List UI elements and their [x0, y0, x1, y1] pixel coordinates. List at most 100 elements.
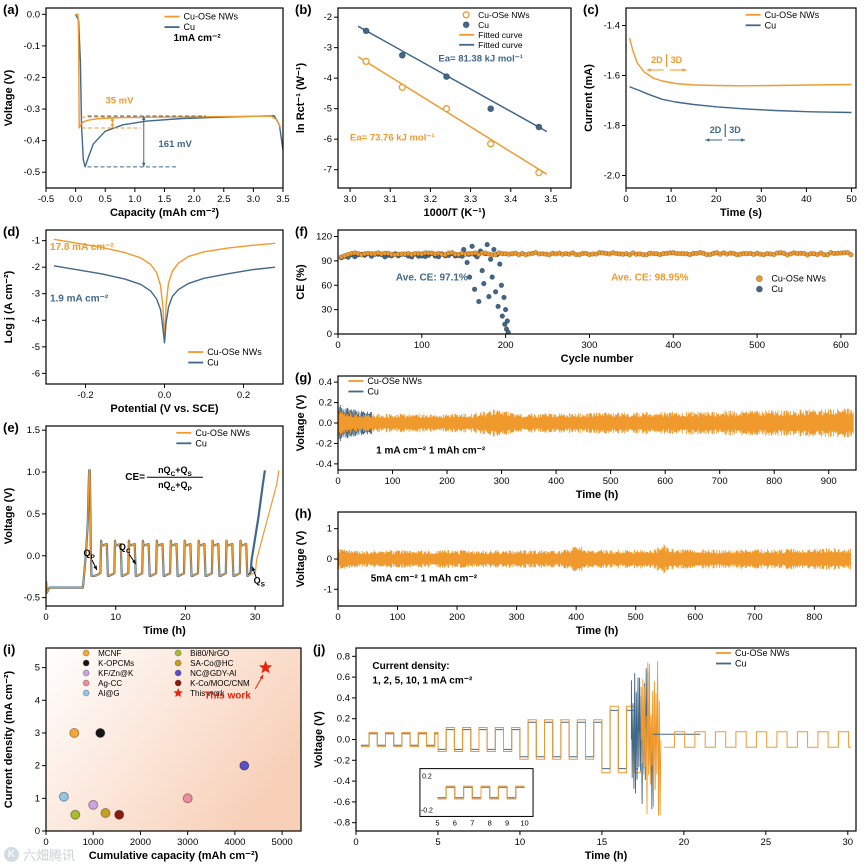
x-tick-label: 900 [821, 476, 837, 487]
panel-d-svg: -0.2 0.0 0.2 -1 -2 -3 -4 -5 -6 Potential (V vs. S… [3, 224, 284, 415]
tspan-shape: Q [119, 542, 126, 552]
series-group [628, 37, 852, 114]
panel-letter: (f) [295, 224, 308, 239]
panel-e: 0 10 20 30 -0.5 0.0 0.5 1.0 1.5 Time (h) Voltage (… [0, 418, 292, 640]
y-tick-label: 1.0 [27, 467, 40, 478]
data-point [489, 274, 495, 280]
y-tick-label: 0.0 [337, 735, 350, 746]
data-point [491, 246, 497, 253]
legend-label: Cu [765, 20, 777, 30]
comparison-point [69, 728, 80, 738]
data-point [486, 293, 492, 300]
annotations: 1 mA cm⁻² 1 mAh cm⁻² [376, 446, 486, 457]
y-tick-label: -1 [324, 584, 332, 595]
x-tick-label: 10 [666, 194, 677, 205]
y-tick-label: 4 [35, 695, 40, 706]
panel-a-svg: -0.5 0.0 0.5 1.0 1.5 2.0 2.5 3.0 3.5 0.0 -0.1 -0.2 -… [3, 2, 290, 219]
x-axis-label: Potential (V vs. SCE) [110, 403, 219, 415]
annotation-text: nQC+QS [158, 465, 192, 478]
x-tick-label: 200 [449, 612, 465, 623]
comparison-point [95, 728, 106, 738]
y-axis: -1.4 -1.6 -1.8 -2.0 [604, 21, 626, 182]
y-tick-label: -5 [324, 104, 332, 115]
inset-x-label: 7 [470, 818, 474, 827]
legend-label: Cu [184, 22, 196, 32]
y-axis: -2 -3 -4 -5 -6 -7 [324, 12, 338, 176]
series-group [74, 13, 283, 168]
comparison-point [114, 809, 125, 820]
ce-profile-orange [46, 469, 280, 594]
x-tick-label: 100 [414, 340, 430, 351]
x-axis: 0 5 10 15 20 25 30 [353, 831, 853, 848]
y-tick-label: -4 [324, 73, 332, 84]
arrow-head [110, 123, 115, 128]
data-point [844, 249, 851, 256]
data-point [481, 280, 487, 287]
y-tick-label: 90 [321, 256, 332, 267]
y-axis: -0.8 -0.6 -0.4 -0.2 0.0 0.2 0.4 0.6 0.8 [334, 651, 356, 829]
legend-label: Cu-OSe NWs [735, 648, 790, 658]
y-tick-label: -0.4 [316, 459, 332, 470]
arrow-head [141, 162, 146, 167]
data-point [535, 169, 543, 177]
y-tick-label: 0.5 [27, 509, 40, 520]
tspan-shape: Q [254, 575, 261, 585]
panel-a: -0.5 0.0 0.5 1.0 1.5 2.0 2.5 3.0 3.5 0.0 -0.1 -0.2 -… [0, 0, 292, 222]
arrow-head [741, 138, 746, 142]
annotation-text: 1 mA cm⁻² 1 mAh cm⁻² [376, 446, 486, 457]
x-axis: 0 1000 2000 3000 4000 5000 [43, 831, 293, 848]
x-tick-label: 0 [335, 476, 340, 487]
x-tick-label: 3.5 [276, 194, 289, 205]
annotation-text: Ave. CE: 98.95% [611, 272, 689, 283]
annotation-text: 1.9 mA cm⁻² [50, 294, 109, 305]
x-tick-label: 2000 [130, 837, 151, 848]
plot-frame [45, 647, 302, 832]
arrow-head [110, 116, 115, 122]
watermark-logo-icon: K [4, 847, 19, 862]
panel-c-svg: 0 10 20 30 40 50 -1.4 -1.6 -1.8 -2.0 Time (s) Curre… [583, 2, 857, 219]
annotation-text: CE= [125, 472, 145, 483]
annotation-text: 35 mV [105, 96, 134, 107]
y-tick-label: 1 [327, 524, 332, 535]
legend-label: K-OPCMs [98, 659, 134, 668]
x-axis-label: Time (h) [585, 850, 628, 862]
y-tick-label: -0.4 [334, 776, 350, 787]
x-axis-label: Cycle number [561, 353, 634, 365]
x-tick-label: 30 [843, 837, 854, 848]
inset-x-label: 9 [505, 818, 509, 827]
y-tick-label: 0.2 [337, 714, 350, 725]
legend-label: Fitted curve [478, 40, 523, 50]
x-tick-label: 1.5 [158, 194, 171, 205]
x-tick-label: 3.0 [247, 194, 260, 205]
y-axis-label: Voltage (V) [295, 530, 307, 587]
x-axis-label: Time (h) [143, 625, 186, 637]
y-axis-label: Current (mA) [583, 64, 595, 132]
x-tick-label: 10 [515, 837, 526, 848]
y-tick-label: -0.5 [24, 167, 40, 178]
arrow-head [682, 68, 687, 72]
data-point [484, 241, 490, 248]
x-axis-label: Capacity (mAh cm⁻²) [110, 207, 219, 219]
x-tick-label: 25 [761, 837, 772, 848]
y-tick-label: 2 [35, 761, 40, 772]
legend-label: Cu [478, 20, 489, 30]
y-tick-label: 3 [35, 728, 40, 739]
y-tick-label: 120 [316, 232, 332, 243]
y-tick-label: -2 [32, 262, 40, 273]
series-line-blue [53, 265, 276, 344]
x-tick-label: 500 [628, 612, 644, 623]
y-tick-label: 0 [327, 554, 332, 565]
plot-frame [625, 7, 857, 189]
plot-frame [45, 425, 284, 607]
y-tick-label: -7 [324, 165, 332, 176]
series-line-orange [53, 238, 276, 340]
x-tick-label: 20 [711, 194, 722, 205]
inset-x-label: 6 [453, 818, 457, 827]
tspan-shape: nQ [158, 465, 171, 475]
legend-marker-dot [174, 679, 182, 687]
x-tick-label: 3.3 [464, 194, 477, 205]
data-point [443, 73, 450, 80]
y-axis-label: Voltage (V) [3, 69, 15, 126]
